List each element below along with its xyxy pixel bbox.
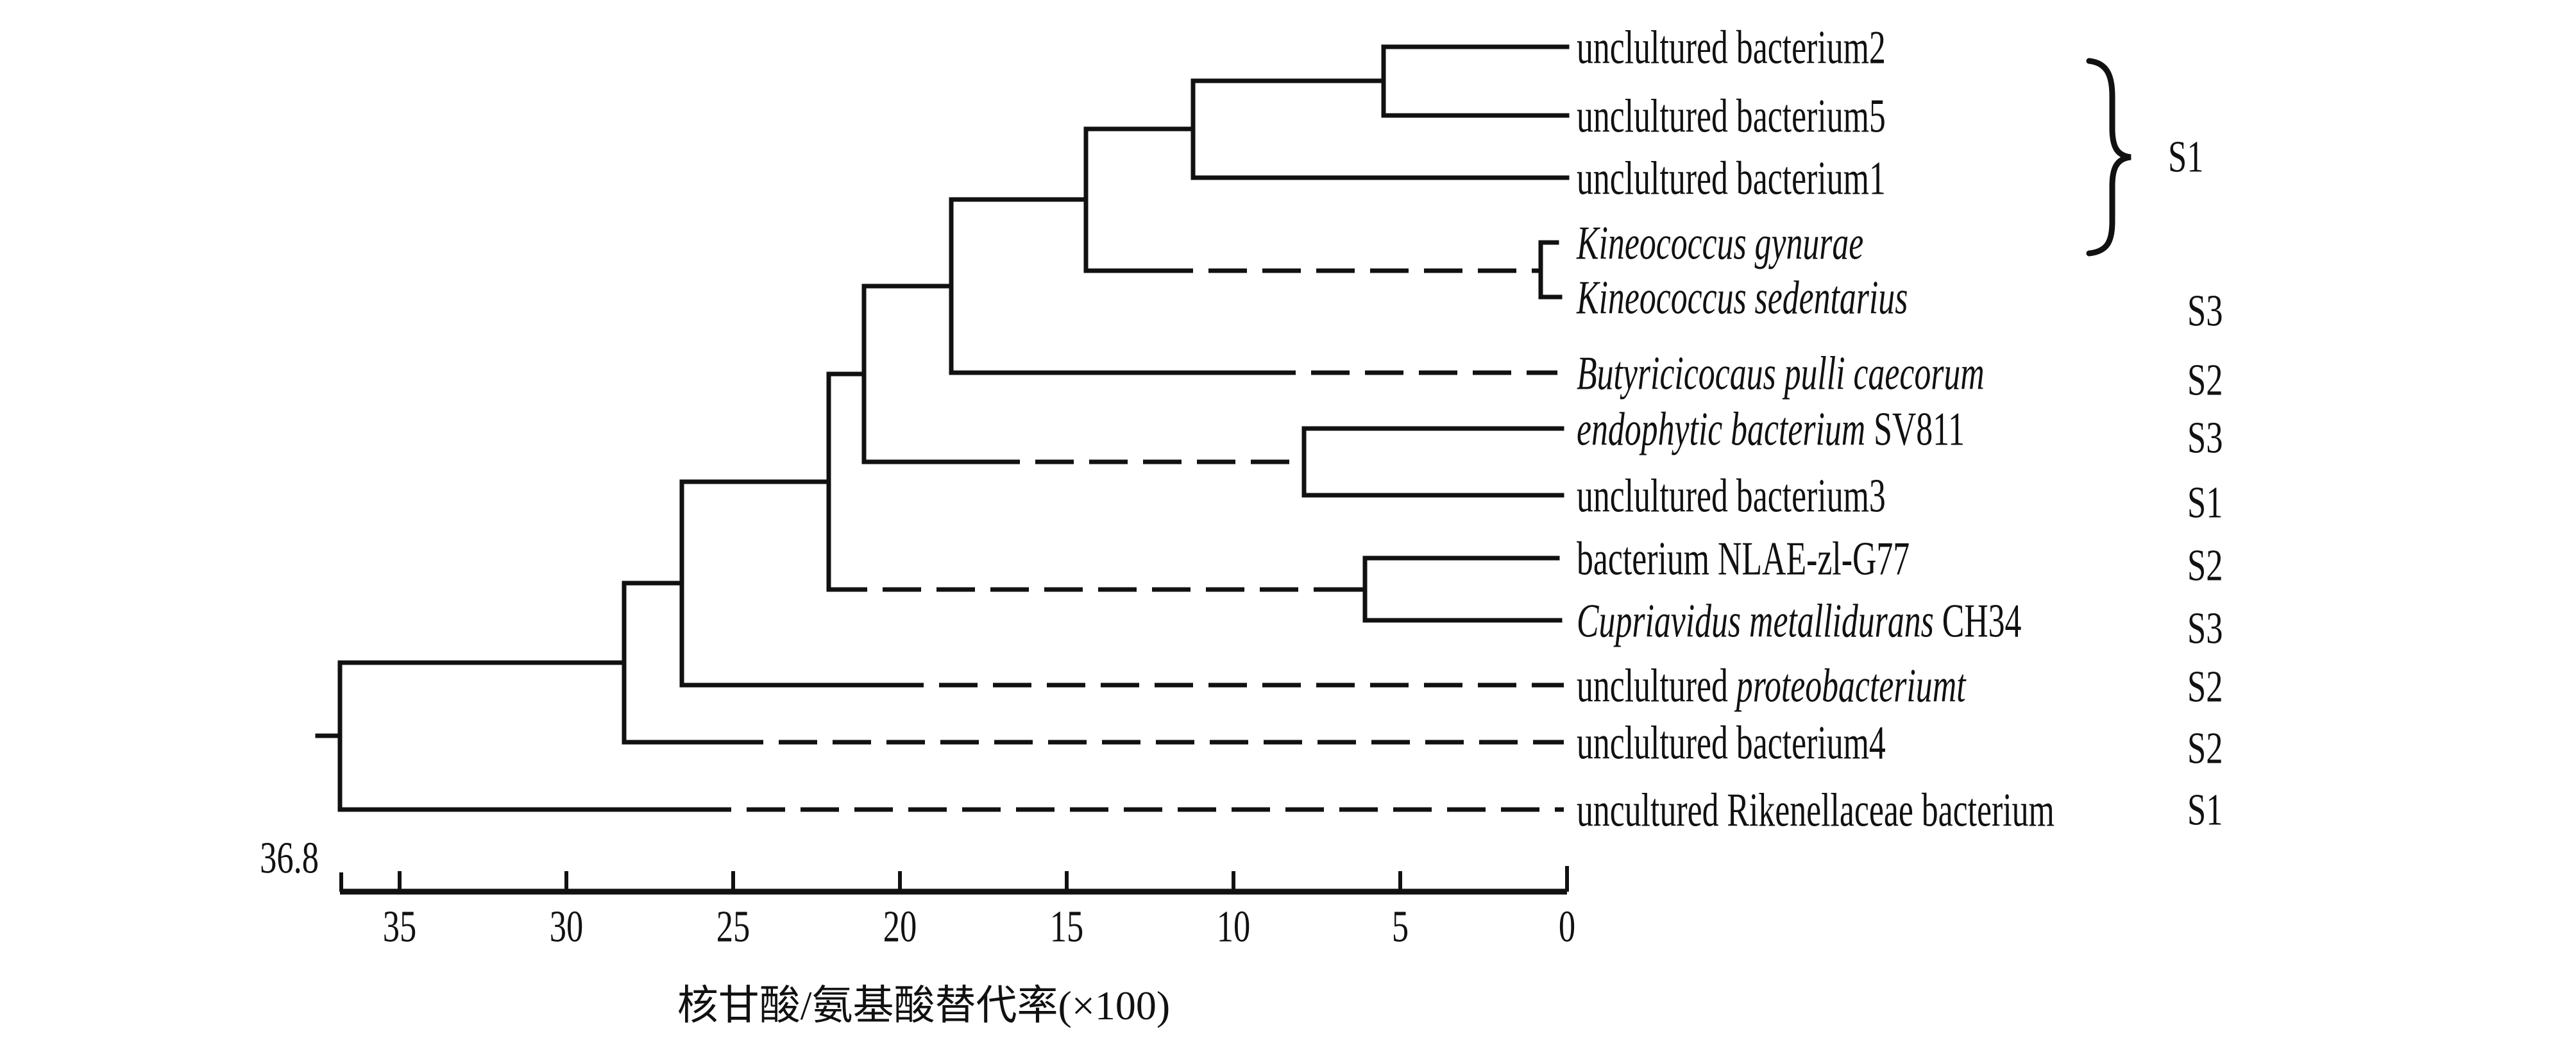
- taxon-label-endophytic: endophytic bacterium SV811: [1577, 402, 1965, 455]
- axis-tick-label-15-text: 15: [1050, 903, 1083, 952]
- axis-tick-label-20: 20: [883, 903, 917, 952]
- taxon-label-proteo: unclultured proteobacteriumt: [1577, 659, 1967, 711]
- group-label-s1-text: S1: [2187, 786, 2223, 835]
- group-label-s3: S3: [2187, 414, 2223, 463]
- taxon-label-cupriavidus-text: Cupriavidus metallidurans: [1577, 594, 1934, 647]
- group-label-s1-bracket: S1: [2168, 133, 2203, 182]
- taxon-label-bacterium5-text: unclultured bacterium5: [1577, 89, 1886, 142]
- taxon-label-butyricicocaus-text: Butyricicocaus pulli caecorum: [1577, 346, 1985, 399]
- group-label-s3: S3: [2187, 287, 2223, 336]
- group-label-s3-text: S3: [2187, 287, 2223, 336]
- axis-tick-label-35: 35: [383, 903, 416, 952]
- axis-root-value-text: 36.8: [260, 834, 319, 883]
- axis-tick-label-25-text: 25: [716, 903, 750, 952]
- taxon-label-sedentarius: Kineococcus sedentarius: [1576, 271, 1908, 323]
- axis-tick-label-35-text: 35: [383, 903, 416, 952]
- axis-tick-label-10-text: 10: [1217, 903, 1250, 952]
- taxon-label-bacterium2: unclultured bacterium2: [1577, 21, 1886, 73]
- group-label-s1-text: S1: [2187, 479, 2223, 528]
- taxon-label-bacterium5: unclultured bacterium5: [1577, 89, 1886, 142]
- group-label-s2-text: S2: [2187, 724, 2223, 774]
- axis-title-text: 核甘酸/氨基酸替代率(×100): [677, 983, 1171, 1028]
- axis-tick-label-5-text: 5: [1392, 903, 1409, 952]
- taxon-label-rikenellaceae: uncultured Rikenellaceae bacterium: [1577, 783, 2055, 836]
- group-label-s1: S1: [2187, 479, 2223, 528]
- taxon-label-proteo-text: proteobacteriumt: [1734, 659, 1967, 711]
- group-label-s3-text: S3: [2187, 414, 2223, 463]
- taxon-label-proteo-text: unclultured: [1577, 659, 1736, 711]
- taxon-label-bacterium4: unclultured bacterium4: [1577, 716, 1886, 768]
- text-layer: unclultured bacterium2 unclultured bacter…: [260, 21, 2223, 1028]
- axis-title: 核甘酸/氨基酸替代率(×100): [677, 983, 1171, 1028]
- axis-tick-label-30-text: 30: [550, 903, 583, 952]
- axis-tick-label-0: 0: [1559, 903, 1575, 952]
- brace-path: [2086, 58, 2131, 257]
- group-label-s2: S2: [2187, 663, 2223, 712]
- taxon-label-gynurae: Kineococcus gynurae: [1576, 216, 1863, 269]
- axis-tick-label-5: 5: [1392, 903, 1409, 952]
- axis: [339, 866, 1569, 895]
- taxon-label-rikenellaceae-text: uncultured Rikenellaceae bacterium: [1577, 783, 2055, 836]
- taxon-label-bacterium2-text: unclultured bacterium2: [1577, 21, 1886, 73]
- taxon-label-gynurae-text: Kineococcus gynurae: [1576, 216, 1863, 269]
- s1-group-brace: [2086, 58, 2131, 257]
- group-label-s3: S3: [2187, 604, 2223, 654]
- taxon-label-sedentarius-text: Kineococcus sedentarius: [1576, 271, 1908, 323]
- axis-tick-label-0-text: 0: [1559, 903, 1575, 952]
- group-label-s2-text: S2: [2187, 356, 2223, 405]
- taxon-label-bacterium3-text: unclultured bacterium3: [1577, 469, 1886, 522]
- taxon-label-bacterium1: unclultured bacterium1: [1577, 151, 1886, 204]
- tree-branches: [315, 44, 1570, 812]
- taxon-label-cupriavidus-text: CH34: [1934, 594, 2022, 647]
- axis-tick-label-15: 15: [1050, 903, 1083, 952]
- group-label-s1: S1: [2187, 786, 2223, 835]
- group-label-s2: S2: [2187, 356, 2223, 405]
- taxon-label-bacterium4-text: unclultured bacterium4: [1577, 716, 1886, 768]
- axis-tick-label-10: 10: [1217, 903, 1250, 952]
- taxon-label-bacterium1-text: unclultured bacterium1: [1577, 151, 1886, 204]
- group-label-s1-bracket-text: S1: [2168, 133, 2203, 182]
- axis-tick-label-20-text: 20: [883, 903, 917, 952]
- taxon-label-cupriavidus: Cupriavidus metallidurans CH34: [1577, 594, 2021, 647]
- taxon-label-nlae: bacterium NLAE-zl-G77: [1577, 532, 1910, 584]
- taxon-label-endophytic-text: SV811: [1874, 402, 1965, 455]
- taxon-label-bacterium3: unclultured bacterium3: [1577, 469, 1886, 522]
- taxon-label-nlae-text: bacterium NLAE-zl-G77: [1577, 532, 1910, 584]
- taxon-label-butyricicocaus: Butyricicocaus pulli caecorum: [1577, 346, 1985, 399]
- axis-tick-label-25: 25: [716, 903, 750, 952]
- axis-root-value: 36.8: [260, 834, 319, 883]
- axis-tick-label-30: 30: [550, 903, 583, 952]
- group-label-s2-text: S2: [2187, 663, 2223, 712]
- taxon-label-endophytic-text: endophytic bacterium: [1577, 402, 1874, 455]
- group-label-s2: S2: [2187, 724, 2223, 774]
- group-label-s2-text: S2: [2187, 541, 2223, 591]
- group-label-s2: S2: [2187, 541, 2223, 591]
- group-label-s3-text: S3: [2187, 604, 2223, 654]
